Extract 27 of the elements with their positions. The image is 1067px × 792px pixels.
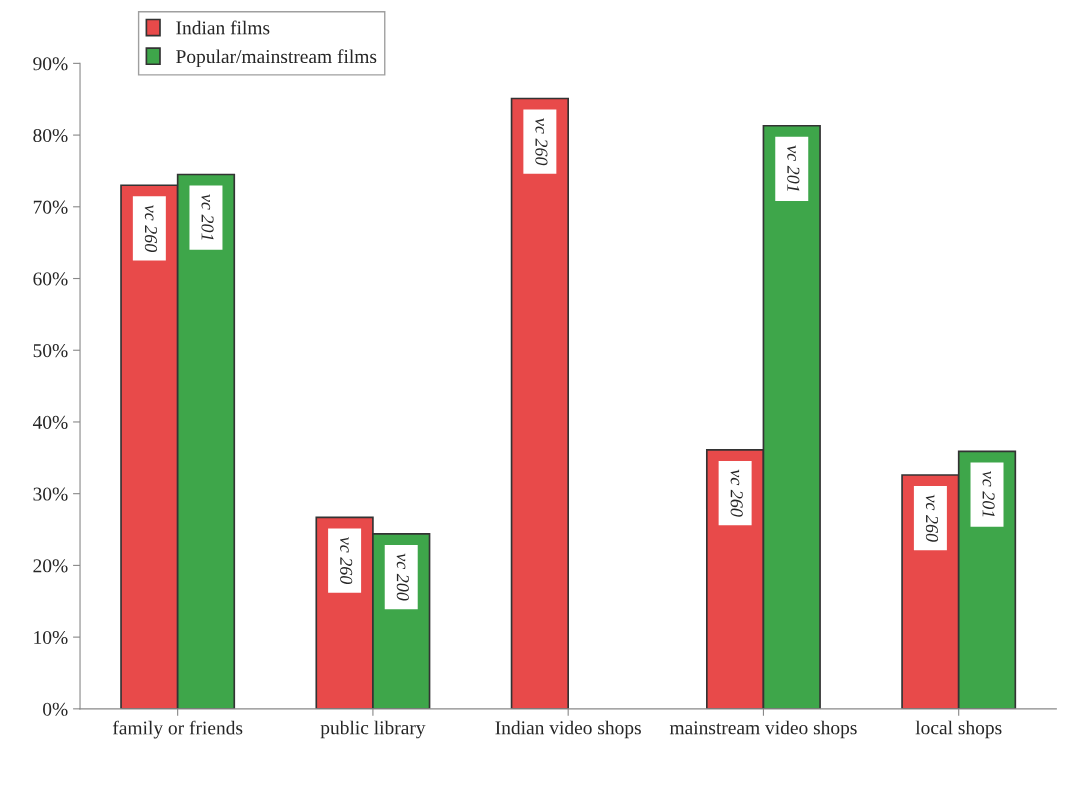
data-label: vc 260 (925, 494, 939, 542)
x-tick-label: family or friends (112, 720, 243, 739)
data-label: vc 260 (535, 118, 548, 166)
y-tick-label: 90% (33, 57, 68, 71)
x-tick-label: local shops (915, 720, 1002, 739)
y-tick-label: 50% (33, 344, 68, 358)
x-tick-label: mainstream video shops (669, 720, 857, 739)
data-label: vc 201 (982, 470, 995, 517)
legend-label: Indian films (176, 20, 270, 35)
y-tick-label: 80% (33, 128, 68, 143)
y-tick-label: 10% (34, 630, 68, 645)
y-tick-label: 30% (33, 487, 68, 501)
data-label: vc 201 (201, 194, 214, 240)
data-label: vc 260 (730, 469, 743, 517)
x-tick-label: Indian video shops (495, 720, 641, 739)
data-label: vc 201 (787, 145, 800, 191)
y-tick-label: 20% (33, 559, 68, 573)
data-label: vc 260 (340, 536, 353, 585)
y-tick-label: 70% (33, 200, 68, 214)
y-tick-label: 0% (43, 702, 68, 716)
data-label: vc 200 (396, 553, 409, 601)
data-label: vc 260 (144, 204, 158, 253)
legend-label: Popular/mainstream films (176, 49, 377, 68)
bar (510, 97, 570, 709)
y-tick-label: 60% (33, 272, 68, 286)
x-tick-label: public library (320, 720, 426, 739)
y-tick-label: 40% (32, 415, 68, 429)
